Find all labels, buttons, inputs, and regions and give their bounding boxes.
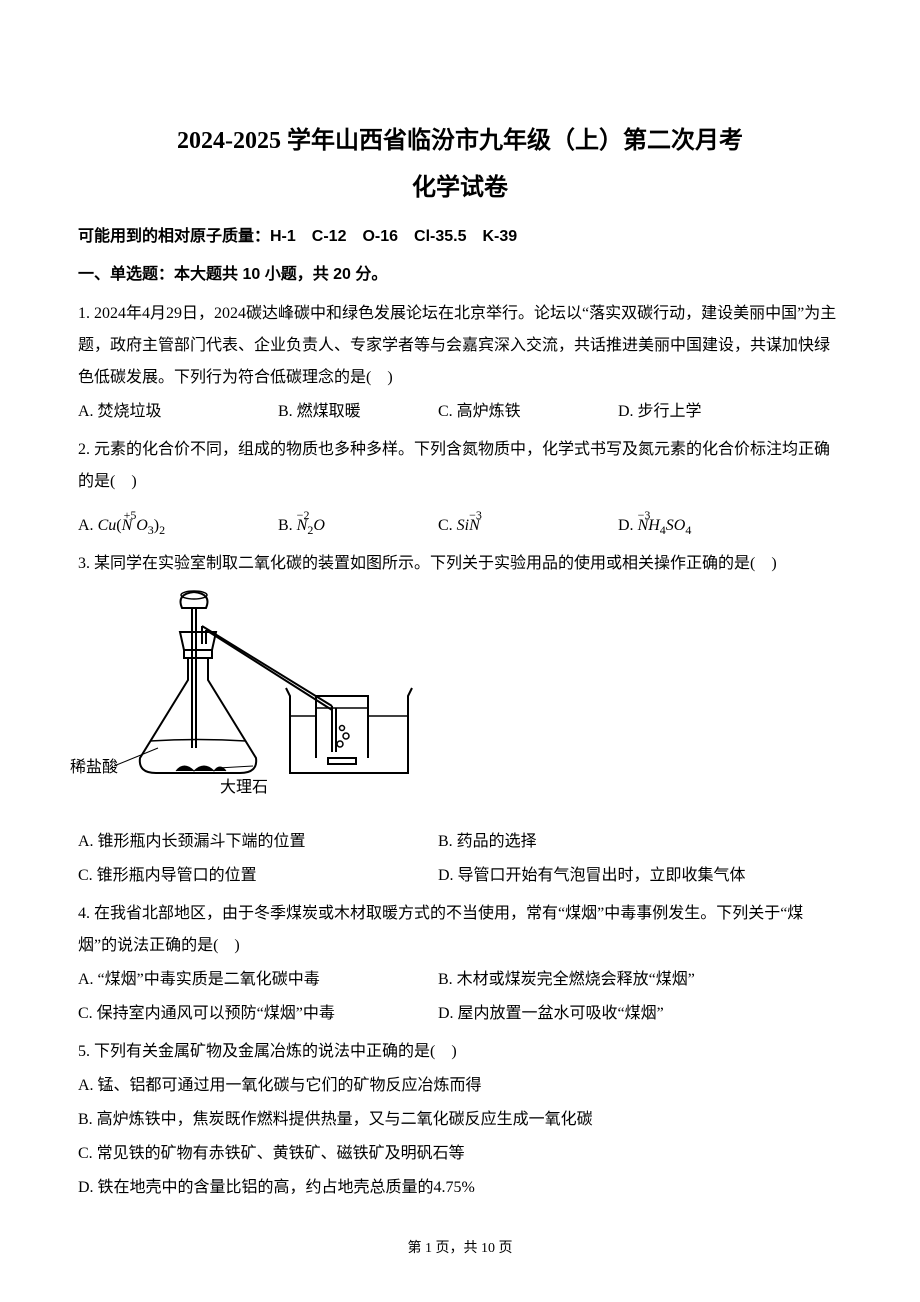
question-1-text: 1. 2024年4月29日，2024碳达峰碳中和绿色发展论坛在北京举行。论坛以“… [78, 298, 842, 394]
q3-option-a: A. 锥形瓶内长颈漏斗下端的位置 [78, 826, 438, 858]
page-title-main: 2024-2025 学年山西省临汾市九年级（上）第二次月考 [78, 120, 842, 155]
q4-option-d: D. 屋内放置一盆水可吸收“煤烟” [438, 998, 842, 1030]
page-title-sub: 化学试卷 [78, 167, 842, 202]
page-footer: 第 1 页，共 10 页 [0, 1237, 920, 1257]
q3-option-d: D. 导管口开始有气泡冒出时，立即收集气体 [438, 860, 842, 892]
question-4-text: 4. 在我省北部地区，由于冬季煤炭或木材取暖方式的不当使用，常有“煤烟”中毒事例… [78, 898, 842, 962]
question-2-text: 2. 元素的化合价不同，组成的物质也多种多样。下列含氮物质中，化学式书写及氮元素… [78, 434, 842, 498]
q2-option-d: D. −3NH4SO4 [618, 510, 842, 542]
question-4-options-row2: C. 保持室内通风可以预防“煤烟”中毒 D. 屋内放置一盆水可吸收“煤烟” [78, 998, 842, 1030]
q5-option-b: B. 高炉炼铁中，焦炭既作燃料提供热量，又与二氧化碳反应生成一氧化碳 [78, 1104, 842, 1136]
question-3-text: 3. 某同学在实验室制取二氧化碳的装置如图所示。下列关于实验用品的使用或相关操作… [78, 548, 842, 580]
q4-option-a: A. “煤烟”中毒实质是二氧化碳中毒 [78, 964, 438, 996]
q1-option-c: C. 高炉炼铁 [438, 396, 618, 428]
q3-option-b: B. 药品的选择 [438, 826, 842, 858]
apparatus-diagram: 稀盐酸 大理石 [68, 588, 498, 818]
section-1-header: 一、单选题：本大题共 10 小题，共 20 分。 [78, 260, 842, 284]
question-2-options: A. Cu(+5N O3)2 B. −2N2O C. Si−3N D. −3NH… [78, 500, 842, 542]
question-4-options-row1: A. “煤烟”中毒实质是二氧化碳中毒 B. 木材或煤炭完全燃烧会释放“煤烟” [78, 964, 842, 996]
question-3-options-row2: C. 锥形瓶内导管口的位置 D. 导管口开始有气泡冒出时，立即收集气体 [78, 860, 842, 892]
q5-option-d: D. 铁在地壳中的含量比铝的高，约占地壳总质量的4.75% [78, 1172, 842, 1204]
q4-option-c: C. 保持室内通风可以预防“煤烟”中毒 [78, 998, 438, 1030]
question-1: 1. 2024年4月29日，2024碳达峰碳中和绿色发展论坛在北京举行。论坛以“… [78, 298, 842, 428]
q1-option-d: D. 步行上学 [618, 396, 842, 428]
question-3-options-row1: A. 锥形瓶内长颈漏斗下端的位置 B. 药品的选择 [78, 826, 842, 858]
q2-option-a: A. Cu(+5N O3)2 [78, 510, 278, 542]
question-2: 2. 元素的化合价不同，组成的物质也多种多样。下列含氮物质中，化学式书写及氮元素… [78, 434, 842, 542]
diagram-label-right: 大理石 [220, 778, 268, 796]
q4-option-b: B. 木材或煤炭完全燃烧会释放“煤烟” [438, 964, 842, 996]
question-4: 4. 在我省北部地区，由于冬季煤炭或木材取暖方式的不当使用，常有“煤烟”中毒事例… [78, 898, 842, 1030]
question-1-options: A. 焚烧垃圾 B. 燃煤取暖 C. 高炉炼铁 D. 步行上学 [78, 396, 842, 428]
atomic-mass-info: 可能用到的相对原子质量：H-1 C-12 O-16 Cl-35.5 K-39 [78, 222, 842, 246]
question-3: 3. 某同学在实验室制取二氧化碳的装置如图所示。下列关于实验用品的使用或相关操作… [78, 548, 842, 892]
q2-option-b: B. −2N2O [278, 510, 438, 542]
q5-option-c: C. 常见铁的矿物有赤铁矿、黄铁矿、磁铁矿及明矾石等 [78, 1138, 842, 1170]
q1-option-b: B. 燃煤取暖 [278, 396, 438, 428]
diagram-label-left: 稀盐酸 [70, 758, 118, 776]
q5-option-a: A. 锰、铝都可通过用一氧化碳与它们的矿物反应冶炼而得 [78, 1070, 842, 1102]
q3-option-c: C. 锥形瓶内导管口的位置 [78, 860, 438, 892]
question-5: 5. 下列有关金属矿物及金属冶炼的说法中正确的是( ) A. 锰、铝都可通过用一… [78, 1036, 842, 1204]
q1-option-a: A. 焚烧垃圾 [78, 396, 278, 428]
q2-option-c: C. Si−3N [438, 510, 618, 542]
question-5-text: 5. 下列有关金属矿物及金属冶炼的说法中正确的是( ) [78, 1036, 842, 1068]
